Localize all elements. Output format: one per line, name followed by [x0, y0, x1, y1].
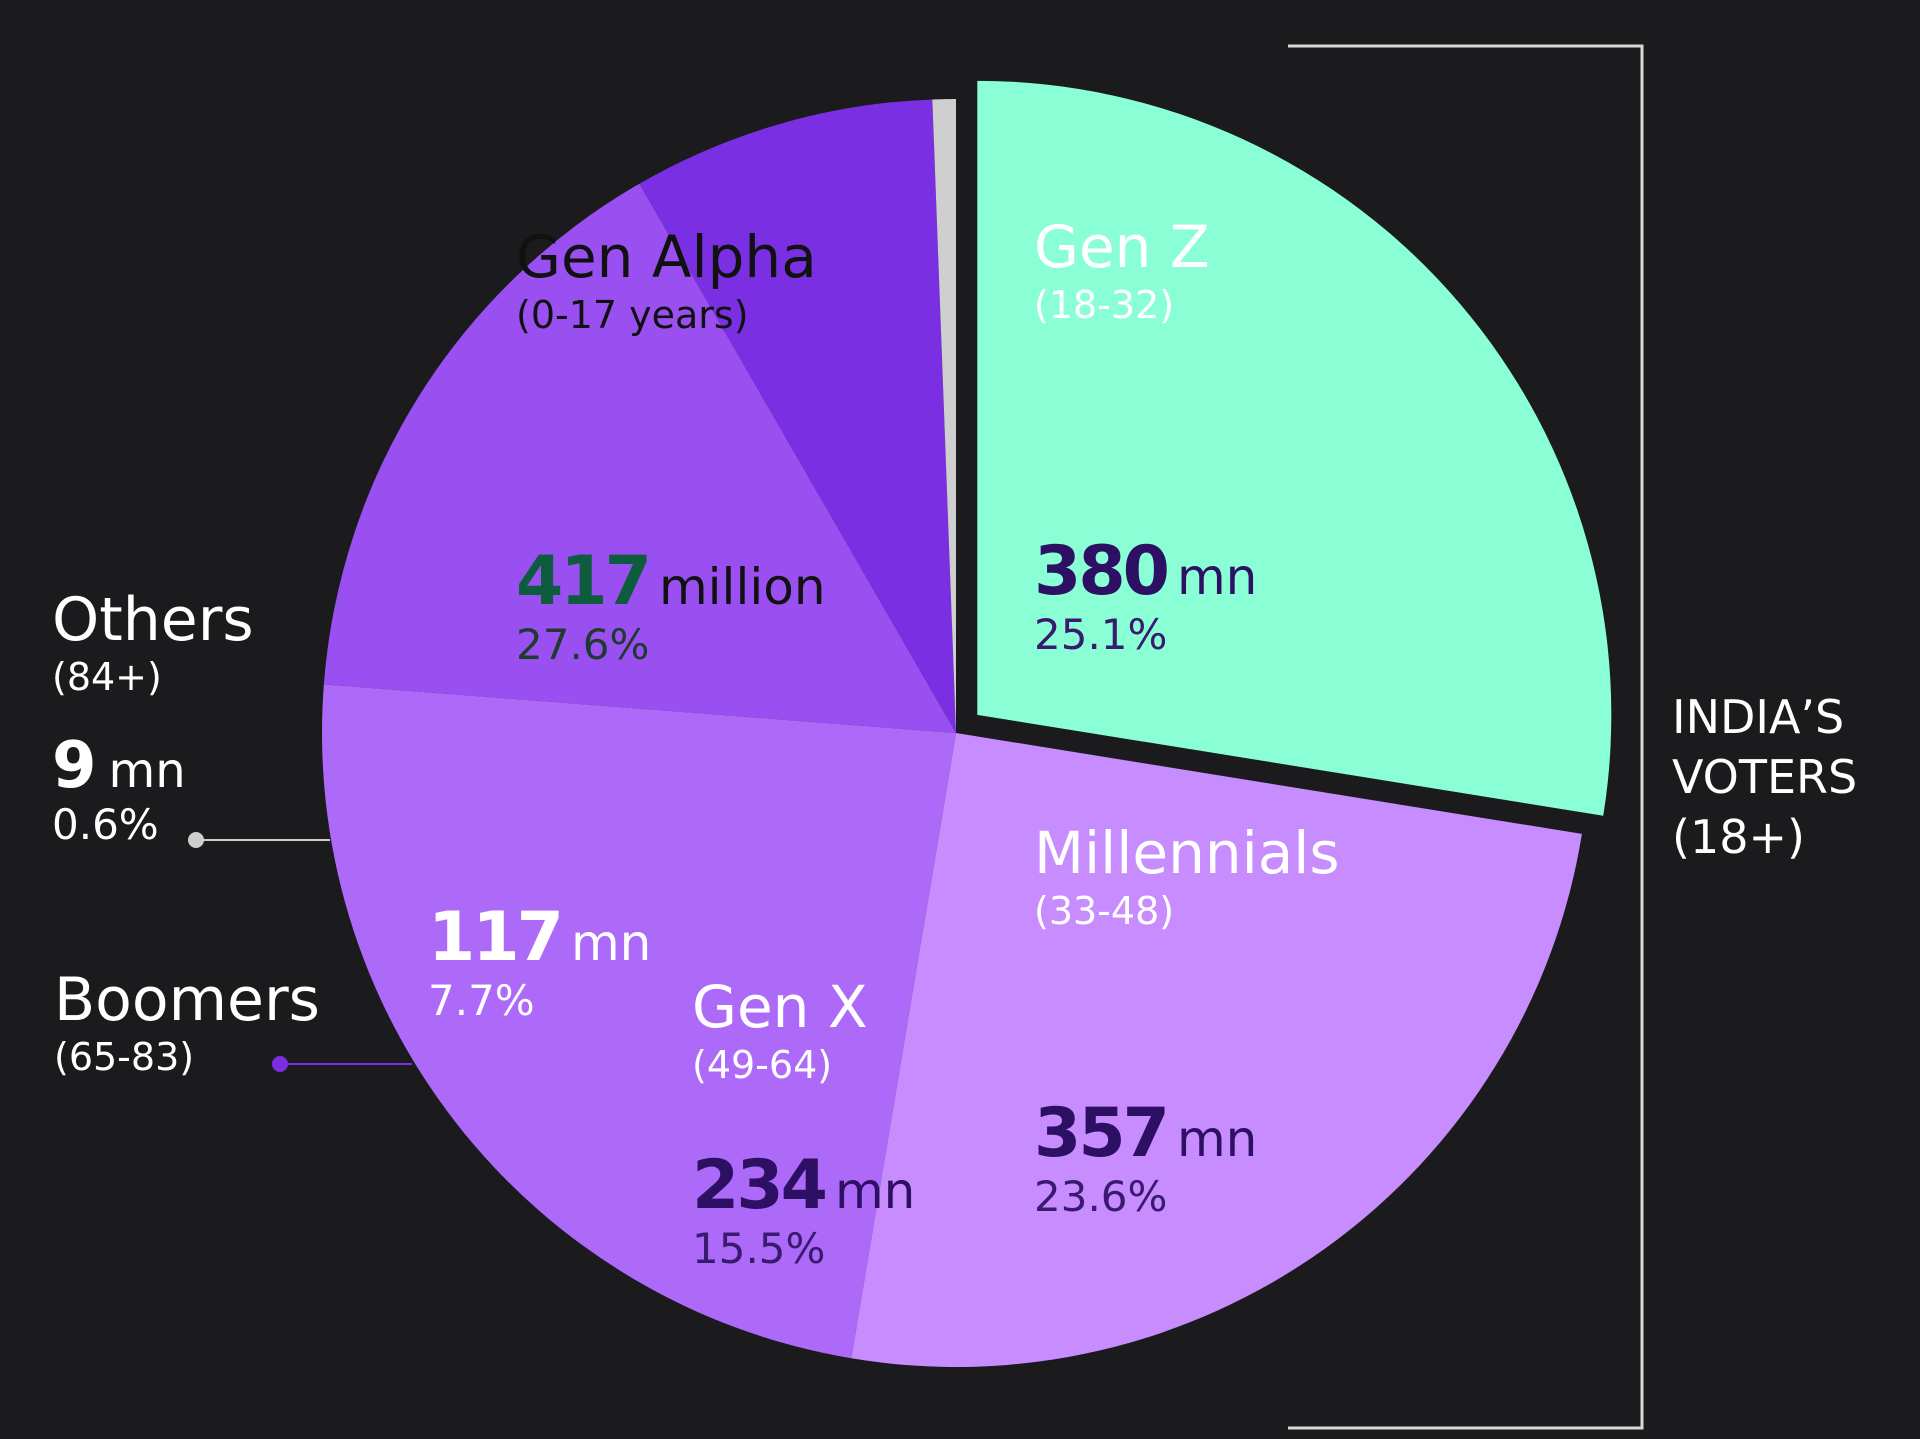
- millennials-name: Millennials: [1034, 819, 1340, 887]
- gen-x-value: 234: [692, 1146, 828, 1225]
- voters-line-1: INDIA’S: [1672, 690, 1845, 744]
- value-gen-x: 234 mn 15.5%: [692, 1152, 915, 1270]
- boomers-percent: 7.7%: [428, 976, 535, 1025]
- pie-slice-millennials: [322, 684, 957, 1359]
- pie-slice-gen-z: [851, 733, 1582, 1367]
- label-gen-x: Gen X (49-64): [692, 978, 868, 1084]
- others-value: 9: [52, 729, 97, 803]
- boomers-unit: mn: [570, 914, 652, 972]
- gen-x-name: Gen X: [692, 973, 868, 1041]
- gen-alpha-name: Gen Alpha: [516, 223, 817, 291]
- pie-slice-boomers: [639, 99, 956, 733]
- gen-z-percent: 25.1%: [1034, 610, 1168, 659]
- gen-x-percent: 15.5%: [692, 1224, 826, 1273]
- boomers-name: Boomers: [54, 965, 320, 1035]
- boomers-connector-dot: [272, 1056, 288, 1072]
- gen-alpha-age: (0-17 years): [516, 293, 749, 337]
- pie-slice-others: [932, 99, 956, 733]
- voters-label: INDIA’S VOTERS (18+): [1672, 688, 1857, 867]
- gen-z-age: (18-32): [1034, 283, 1175, 327]
- value-gen-alpha: 417 million 27.6%: [516, 548, 826, 666]
- millennials-age: (33-48): [1034, 889, 1175, 933]
- voters-line-3: (18+): [1672, 809, 1805, 864]
- gen-z-unit: mn: [1176, 548, 1258, 606]
- others-connector-dot: [188, 832, 204, 848]
- label-boomers: Boomers (65-83): [54, 970, 320, 1076]
- others-age: (84+): [52, 655, 162, 699]
- gen-alpha-percent: 27.6%: [516, 620, 650, 669]
- label-gen-z: Gen Z (18-32): [1034, 218, 1210, 324]
- value-millennials: 357 mn 23.6%: [1034, 1100, 1257, 1218]
- voters-line-2: VOTERS: [1672, 749, 1858, 804]
- gen-z-name: Gen Z: [1034, 213, 1210, 281]
- value-gen-z: 380 mn 25.1%: [1034, 538, 1257, 656]
- boomers-age: (65-83): [54, 1035, 195, 1079]
- others-percent: 0.6%: [52, 800, 159, 849]
- value-boomers: 117 mn 7.7%: [428, 904, 651, 1022]
- value-others: 9 mn 0.6%: [52, 734, 186, 846]
- millennials-unit: mn: [1176, 1110, 1258, 1168]
- gen-x-age: (49-64): [692, 1043, 833, 1087]
- millennials-percent: 23.6%: [1034, 1172, 1168, 1221]
- gen-alpha-unit: million: [658, 558, 826, 616]
- pie-slice-gen-alpha: [977, 80, 1612, 816]
- label-millennials: Millennials (33-48): [1034, 824, 1340, 930]
- label-gen-alpha: Gen Alpha (0-17 years): [516, 228, 817, 334]
- millennials-value: 357: [1034, 1094, 1170, 1173]
- boomers-value: 117: [428, 898, 564, 977]
- gen-z-value: 380: [1034, 532, 1170, 611]
- others-name: Others: [52, 585, 254, 655]
- pie-slice-gen-x: [323, 183, 956, 733]
- label-others: Others (84+): [52, 590, 254, 696]
- voters-bracket: [1288, 44, 1644, 1430]
- gen-x-unit: mn: [834, 1162, 916, 1220]
- gen-alpha-value: 417: [516, 542, 652, 621]
- others-unit: mn: [108, 743, 186, 799]
